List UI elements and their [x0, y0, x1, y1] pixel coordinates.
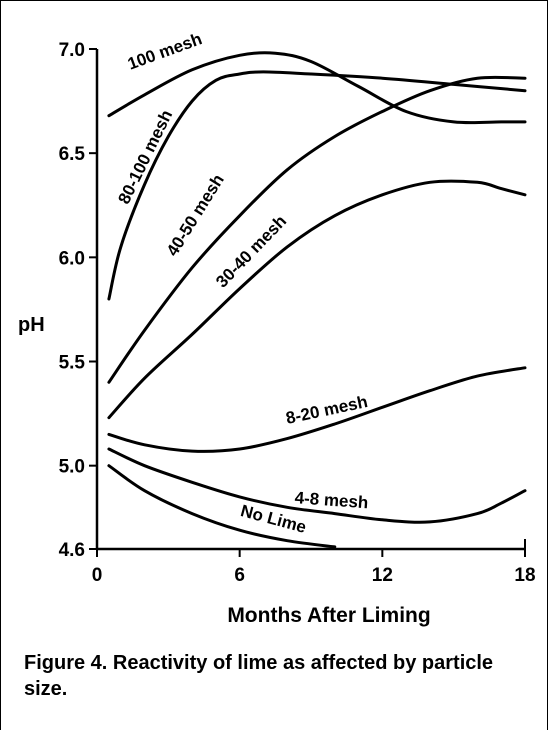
figure-caption: Figure 4. Reactivity of lime as affected…: [24, 652, 494, 700]
y-tick-label: 6.0: [59, 248, 85, 269]
series-line: [107, 179, 527, 420]
series-label: 100 mesh: [125, 29, 204, 73]
chart-ticks: 4.6 5.0 5.5 6.0 6.5 7.0 0 6 12 18: [59, 40, 536, 586]
line-chart: 4.6 5.0 5.5 6.0 6.5 7.0 0 6 12 18 100 mesh 80-100 …: [18, 29, 536, 627]
series-line: [107, 447, 527, 524]
y-tick-label: 5.0: [59, 457, 85, 478]
series-label: 8-20 mesh: [284, 392, 369, 428]
y-tick-label: 6.5: [59, 144, 86, 165]
chart-series: [107, 51, 527, 549]
y-tick-label: 4.6: [59, 540, 85, 561]
x-tick-label: 18: [514, 565, 535, 586]
series-line: [107, 366, 527, 453]
series-line: [107, 464, 337, 549]
y-tick-label: 5.5: [59, 353, 86, 374]
x-axis-label: Months After Liming: [227, 604, 430, 627]
series-line: [107, 70, 527, 301]
series-line: [107, 75, 527, 384]
x-tick-label: 6: [234, 565, 245, 586]
series-label: 80-100 mesh: [114, 107, 176, 207]
x-tick-label: 12: [372, 565, 393, 586]
series-label: 40-50 mesh: [163, 171, 228, 260]
x-tick-label: 0: [92, 565, 103, 586]
y-axis-label: pH: [18, 314, 45, 336]
series-line: [107, 51, 527, 125]
y-tick-label: 7.0: [59, 40, 85, 61]
